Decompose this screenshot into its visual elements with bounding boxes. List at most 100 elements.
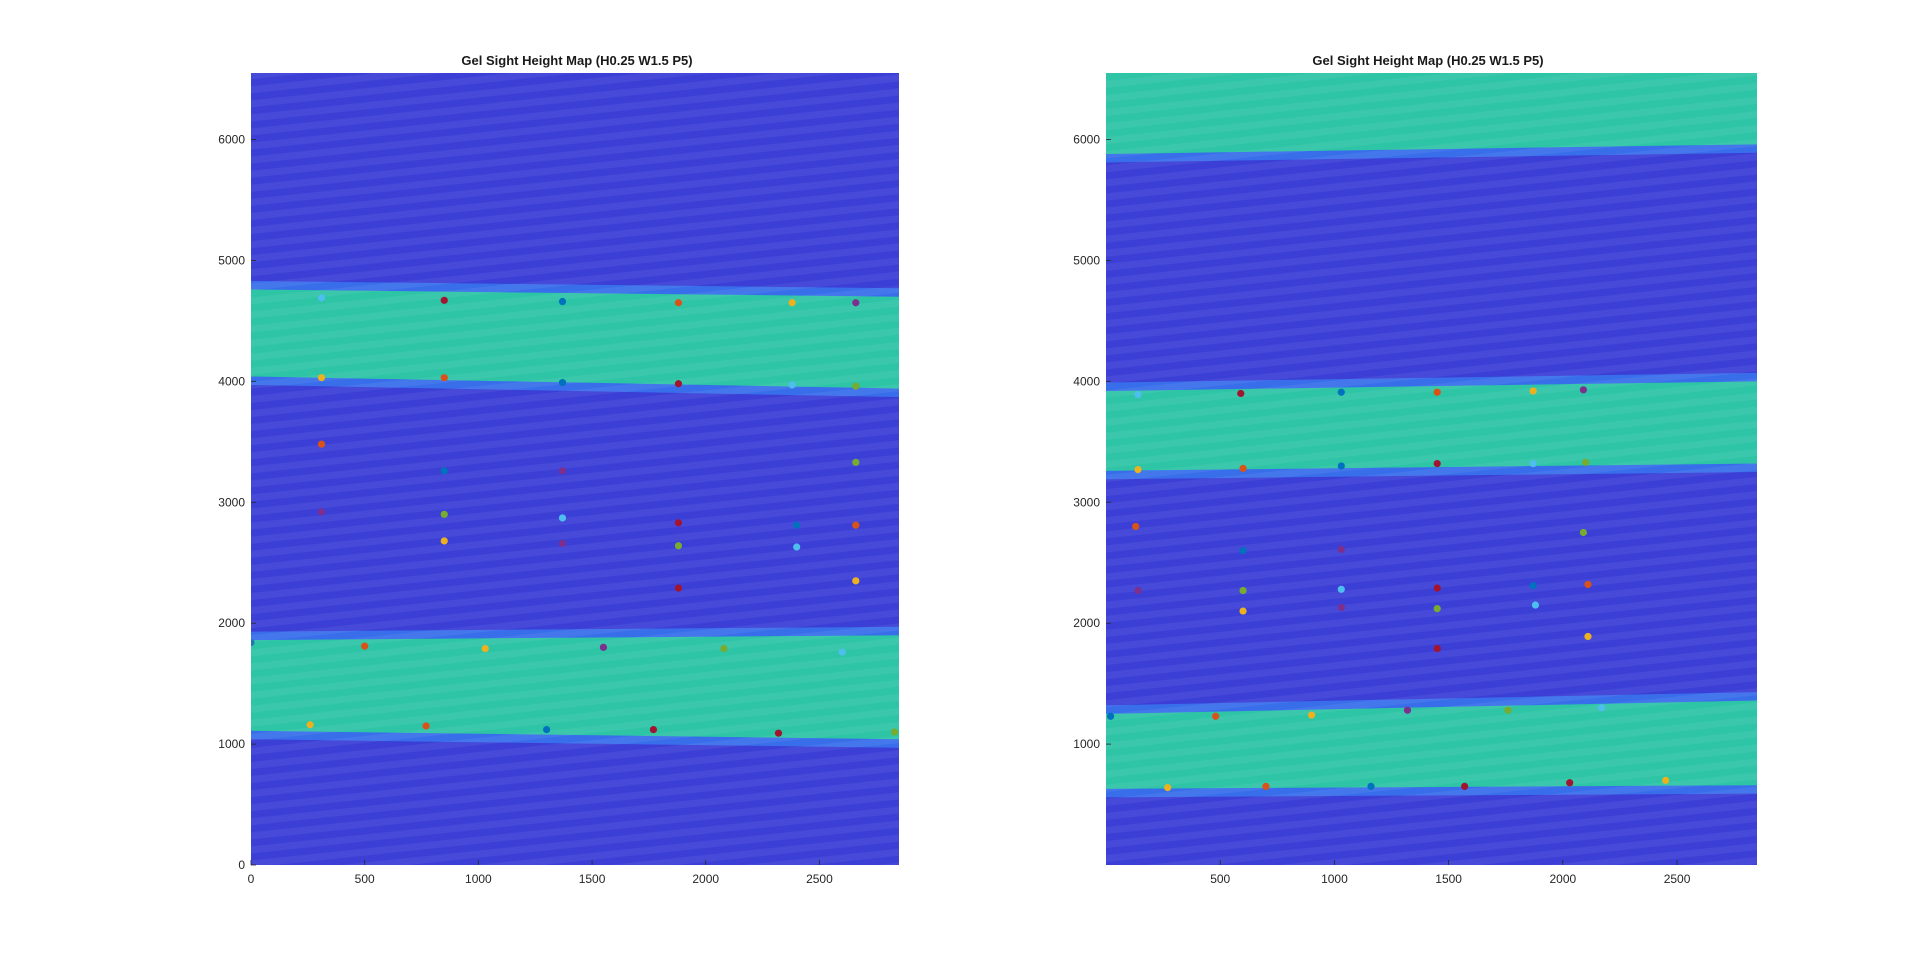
marker-point [1367, 782, 1375, 791]
plot-area-left [251, 73, 899, 865]
marker-point [1337, 585, 1345, 593]
marker-point [440, 510, 448, 518]
marker-point [317, 294, 326, 302]
marker-point [793, 543, 801, 551]
marker-point [599, 643, 608, 651]
marker-point [1239, 547, 1247, 555]
marker-point [1579, 528, 1587, 537]
marker-point [1504, 706, 1512, 714]
marker-point [558, 514, 567, 522]
marker-point [1337, 462, 1345, 470]
marker-point [440, 467, 448, 475]
y-tick-label: 6000 [218, 133, 245, 147]
chart-title-right: Gel Sight Height Map (H0.25 W1.5 P5) [1312, 53, 1543, 68]
marker-point [674, 542, 683, 550]
marker-point [1461, 782, 1469, 791]
marker-point [1584, 632, 1592, 641]
marker-point [852, 382, 860, 390]
x-tick-label: 1000 [465, 872, 492, 886]
y-tick-label: 0 [238, 858, 245, 872]
marker-point [558, 297, 567, 306]
marker-point [1237, 389, 1245, 398]
marker-point [306, 721, 314, 729]
marker-point [440, 296, 448, 304]
marker-point [1337, 388, 1345, 396]
y-tick-label: 3000 [218, 495, 245, 509]
marker-point [1106, 712, 1115, 720]
marker-point [1212, 712, 1220, 720]
marker-point [1582, 458, 1590, 466]
texture-overlay-right [1106, 73, 1757, 865]
marker-point [1164, 784, 1172, 792]
marker-point [1134, 586, 1142, 595]
marker-point [1134, 391, 1142, 399]
marker-point [649, 725, 658, 734]
y-tick-label: 2000 [1073, 616, 1100, 630]
marker-point [674, 380, 683, 388]
marker-point [361, 642, 369, 650]
marker-point [440, 374, 448, 382]
marker-point [422, 722, 430, 730]
x-tick-label: 2000 [692, 872, 719, 886]
marker-point [1529, 582, 1537, 590]
y-tick-label: 4000 [218, 374, 245, 388]
x-tick-label: 1500 [579, 872, 606, 886]
marker-point [674, 519, 683, 527]
marker-point [1239, 586, 1247, 595]
marker-point [1403, 706, 1412, 714]
marker-point [558, 467, 567, 475]
marker-point [788, 299, 796, 307]
marker-point [1262, 782, 1270, 791]
x-tick-label: 0 [248, 872, 255, 886]
marker-point [317, 508, 326, 516]
chart-title-left: Gel Sight Height Map (H0.25 W1.5 P5) [461, 53, 692, 68]
marker-point [890, 728, 899, 736]
marker-point [558, 539, 567, 547]
marker-point [1433, 459, 1441, 468]
marker-point [1132, 522, 1140, 531]
y-tick-label: 1000 [1073, 737, 1100, 751]
marker-point [1307, 711, 1316, 719]
marker-point [852, 299, 860, 307]
marker-point [542, 725, 551, 734]
y-tick-label: 5000 [218, 253, 245, 267]
x-tick-label: 1000 [1321, 872, 1348, 886]
y-tick-label: 5000 [1073, 253, 1100, 267]
marker-point [852, 521, 860, 529]
y-tick-label: 3000 [1073, 495, 1100, 509]
marker-point [793, 521, 801, 529]
marker-point [1239, 607, 1247, 615]
marker-point [1433, 644, 1441, 653]
marker-point [1579, 386, 1587, 394]
marker-point [1529, 387, 1537, 395]
y-tick-label: 2000 [218, 616, 245, 630]
marker-point [674, 584, 683, 592]
plot-area-right [1106, 73, 1757, 865]
y-tick-label: 4000 [1073, 374, 1100, 388]
marker-point [788, 381, 796, 389]
marker-point [1337, 603, 1345, 612]
marker-point [1598, 704, 1606, 712]
marker-point [317, 374, 326, 382]
marker-point [558, 378, 567, 387]
marker-point [1134, 466, 1142, 474]
marker-point [1566, 779, 1574, 787]
marker-point [1337, 545, 1345, 554]
marker-point [852, 577, 860, 585]
x-tick-label: 2000 [1549, 872, 1576, 886]
marker-point [1662, 776, 1670, 784]
axes-right: 500 1000 1500 2000 2500 1000 2000 3000 4000 5000 6… [1073, 133, 1690, 886]
marker-point [774, 729, 783, 737]
texture-overlay-left [251, 73, 899, 865]
marker-point [1239, 464, 1247, 472]
x-tick-label: 1500 [1435, 872, 1462, 886]
x-tick-label: 2500 [806, 872, 833, 886]
marker-point [1584, 580, 1592, 589]
y-tick-label: 1000 [218, 737, 245, 751]
axes-left: 0 500 1000 1500 2000 2500 0 1000 2000 3000 4000 500… [218, 133, 833, 886]
marker-point [1433, 584, 1441, 592]
marker-point [440, 537, 448, 545]
marker-point [317, 440, 326, 448]
marker-point [1433, 605, 1441, 613]
